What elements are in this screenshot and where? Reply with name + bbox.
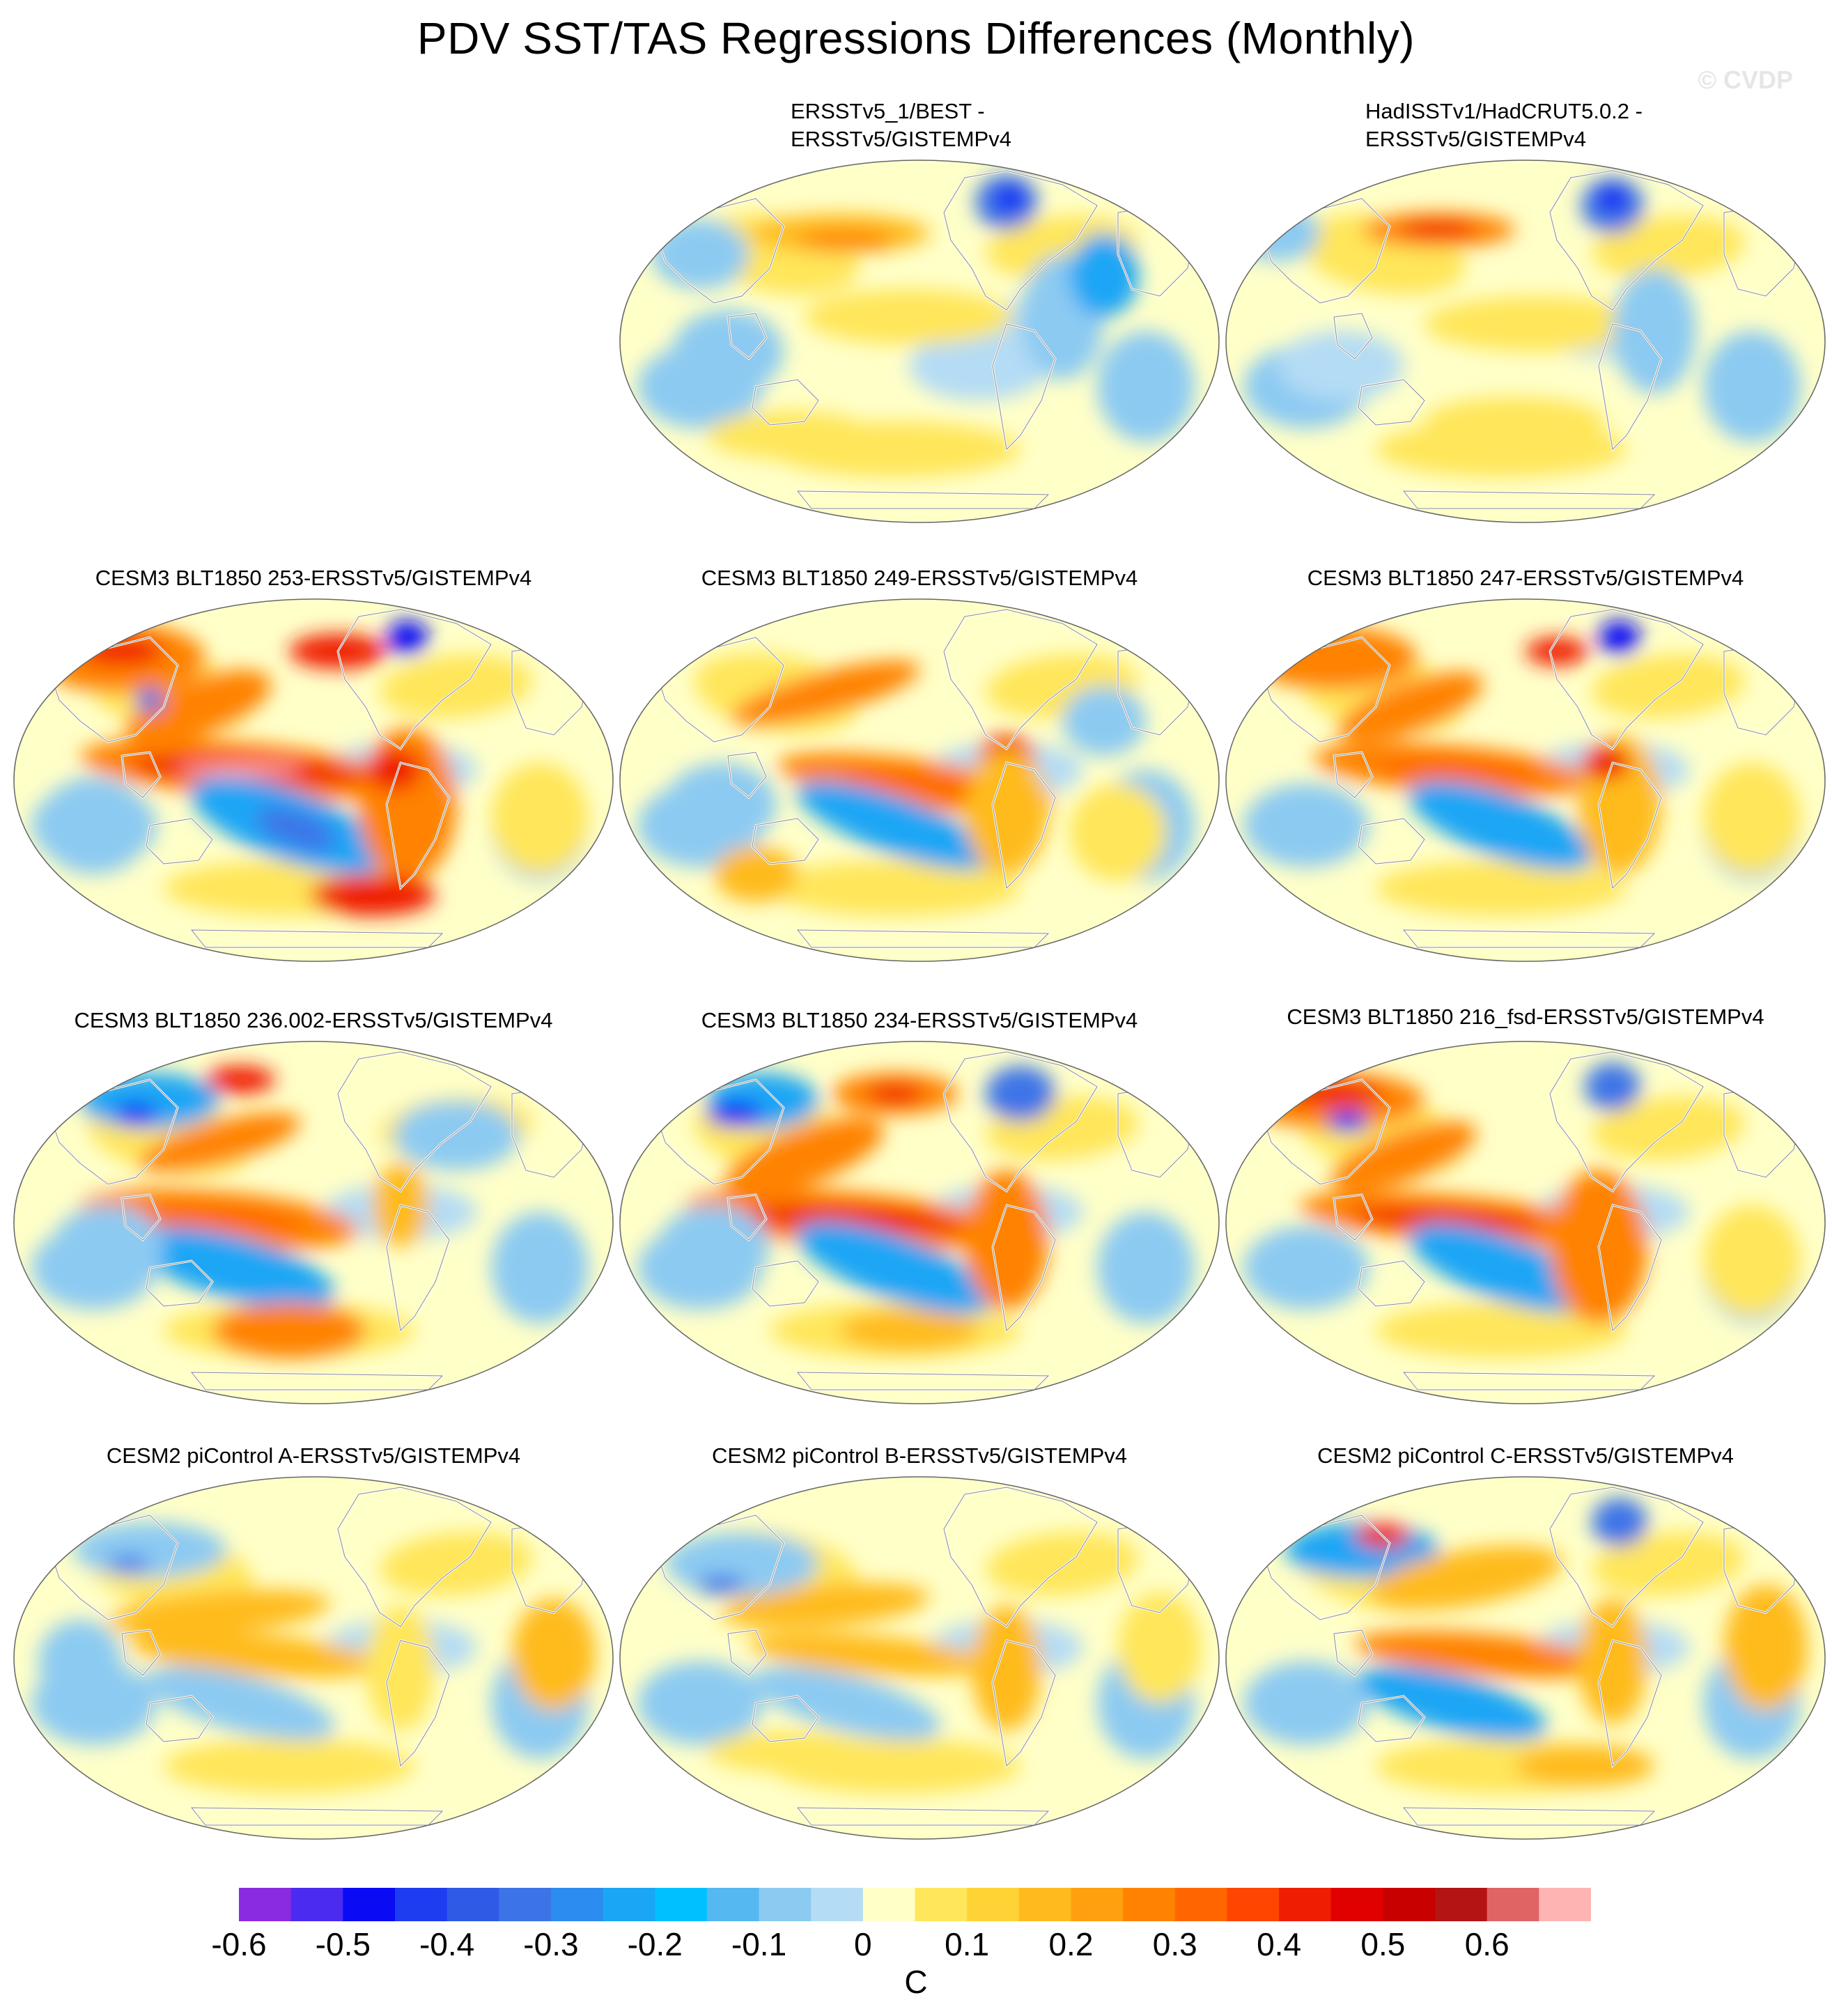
panel-title: CESM2 piControl A-ERSSTv5/GISTEMPv4	[106, 1443, 521, 1468]
map-panel: CESM2 piControl C-ERSSTv5/GISTEMPv4	[1222, 1442, 1829, 1874]
colorbar-box	[447, 1888, 499, 1921]
panel-title-line-1: ERSSTv5_1/BEST -	[791, 99, 985, 123]
colorbar-tick-label: -0.5	[315, 1926, 371, 1962]
panel-title: CESM3 BLT1850 234-ERSSTv5/GISTEMPv4	[701, 1008, 1138, 1032]
world-map	[1225, 1041, 1826, 1404]
colorbar-box	[1435, 1888, 1488, 1921]
colorbar-box	[706, 1888, 760, 1921]
panel-title-line-2: ERSSTv5/GISTEMPv4	[791, 127, 1011, 151]
colorbar-tick-label: 0.6	[1464, 1926, 1509, 1962]
world-map	[13, 1476, 614, 1840]
colorbar-tick-label: -0.2	[627, 1926, 683, 1962]
panel-title-line-1: HadISSTv1/HadCRUT5.0.2 -	[1365, 99, 1643, 123]
panel-title-line-2: ERSSTv5/GISTEMPv4	[1365, 127, 1586, 151]
map-panel: CESM3 BLT1850 253-ERSSTv5/GISTEMPv4	[10, 564, 616, 996]
colorbar-box	[1123, 1888, 1176, 1921]
world-map	[13, 1041, 614, 1404]
panel-title: CESM3 BLT1850 216_fsd-ERSSTv5/GISTEMPv4	[1287, 1005, 1764, 1029]
colorbar-box	[655, 1888, 708, 1921]
colorbar-box	[239, 1888, 292, 1921]
colorbar-box	[1071, 1888, 1124, 1921]
colorbar-box	[394, 1888, 448, 1921]
map-panel: HadISSTv1/HadCRUT5.0.2 - ERSSTv5/GISTEMP…	[1222, 98, 1829, 529]
map-panel: CESM2 piControl A-ERSSTv5/GISTEMPv4	[10, 1442, 616, 1874]
colorbar-tick-label: 0.3	[1152, 1926, 1197, 1962]
colorbar-tick-label: -0.3	[523, 1926, 579, 1962]
colorbar-box	[1018, 1888, 1071, 1921]
panel-title: CESM3 BLT1850 249-ERSSTv5/GISTEMPv4	[701, 566, 1138, 590]
colorbar-tick-label: 0	[854, 1926, 872, 1962]
colorbar-box	[550, 1888, 604, 1921]
panel-title: CESM3 BLT1850 253-ERSSTv5/GISTEMPv4	[95, 566, 532, 590]
panel-title: CESM3 BLT1850 236.002-ERSSTv5/GISTEMPv4	[74, 1008, 553, 1032]
colorbar	[239, 1888, 1591, 1921]
world-map	[1225, 160, 1826, 523]
map-panel: CESM3 BLT1850 247-ERSSTv5/GISTEMPv4	[1222, 564, 1829, 996]
colorbar-box	[1279, 1888, 1332, 1921]
colorbar-box	[1330, 1888, 1383, 1921]
world-map	[1225, 598, 1826, 962]
panel-title: CESM3 BLT1850 247-ERSSTv5/GISTEMPv4	[1307, 566, 1744, 590]
cvdp-watermark: © CVDP	[1698, 65, 1793, 94]
map-panel: CESM3 BLT1850 249-ERSSTv5/GISTEMPv4	[616, 564, 1222, 996]
map-panel: CESM3 BLT1850 234-ERSSTv5/GISTEMPv4	[616, 1007, 1222, 1439]
world-map	[619, 1041, 1220, 1404]
colorbar-box	[811, 1888, 864, 1921]
colorbar-box	[967, 1888, 1020, 1921]
world-map	[13, 598, 614, 962]
panel-title: HadISSTv1/HadCRUT5.0.2 - ERSSTv5/GISTEMP…	[1365, 98, 1832, 153]
panel-title: ERSSTv5_1/BEST - ERSSTv5/GISTEMPv4	[791, 98, 1397, 153]
map-panel: ERSSTv5_1/BEST - ERSSTv5/GISTEMPv4	[616, 98, 1222, 529]
colorbar-box	[1174, 1888, 1227, 1921]
colorbar-tick-labels: -0.6 -0.5 -0.4 -0.3 -0.2 -0.1 0 0.1 0.2 0.3 0.4 0.5…	[0, 1925, 1832, 1967]
figure-title: PDV SST/TAS Regressions Differences (Mon…	[417, 13, 1415, 63]
colorbar-box	[862, 1888, 915, 1921]
world-map	[619, 1476, 1220, 1840]
colorbar-box	[1539, 1888, 1591, 1921]
colorbar-box	[343, 1888, 396, 1921]
colorbar-units-label: C	[904, 1964, 928, 2000]
colorbar-tick-label: -0.6	[211, 1926, 267, 1962]
colorbar-box	[603, 1888, 655, 1921]
colorbar-tick-label: 0.4	[1257, 1926, 1302, 1962]
colorbar-box	[499, 1888, 552, 1921]
world-map	[619, 160, 1220, 523]
colorbar-tick-label: 0.1	[945, 1926, 990, 1962]
colorbar-box	[759, 1888, 812, 1921]
colorbar-box	[1383, 1888, 1436, 1921]
colorbar-tick-label: -0.1	[731, 1926, 787, 1962]
map-panel: CESM3 BLT1850 236.002-ERSSTv5/GISTEMPv4	[10, 1007, 616, 1439]
colorbar-box	[915, 1888, 968, 1921]
panel-title: CESM2 piControl B-ERSSTv5/GISTEMPv4	[711, 1443, 1128, 1468]
map-panel: CESM2 piControl B-ERSSTv5/GISTEMPv4	[616, 1442, 1222, 1874]
colorbar-box	[290, 1888, 343, 1921]
colorbar-tick-label: 0.5	[1360, 1926, 1406, 1962]
colorbar-box	[1486, 1888, 1539, 1921]
colorbar-box	[1227, 1888, 1280, 1921]
world-map	[619, 598, 1220, 962]
world-map	[1225, 1476, 1826, 1840]
colorbar-tick-label: -0.4	[419, 1926, 475, 1962]
map-panel: CESM3 BLT1850 216_fsd-ERSSTv5/GISTEMPv4	[1222, 1003, 1829, 1435]
panel-title: CESM2 piControl C-ERSSTv5/GISTEMPv4	[1317, 1443, 1734, 1468]
colorbar-tick-label: 0.2	[1048, 1926, 1094, 1962]
